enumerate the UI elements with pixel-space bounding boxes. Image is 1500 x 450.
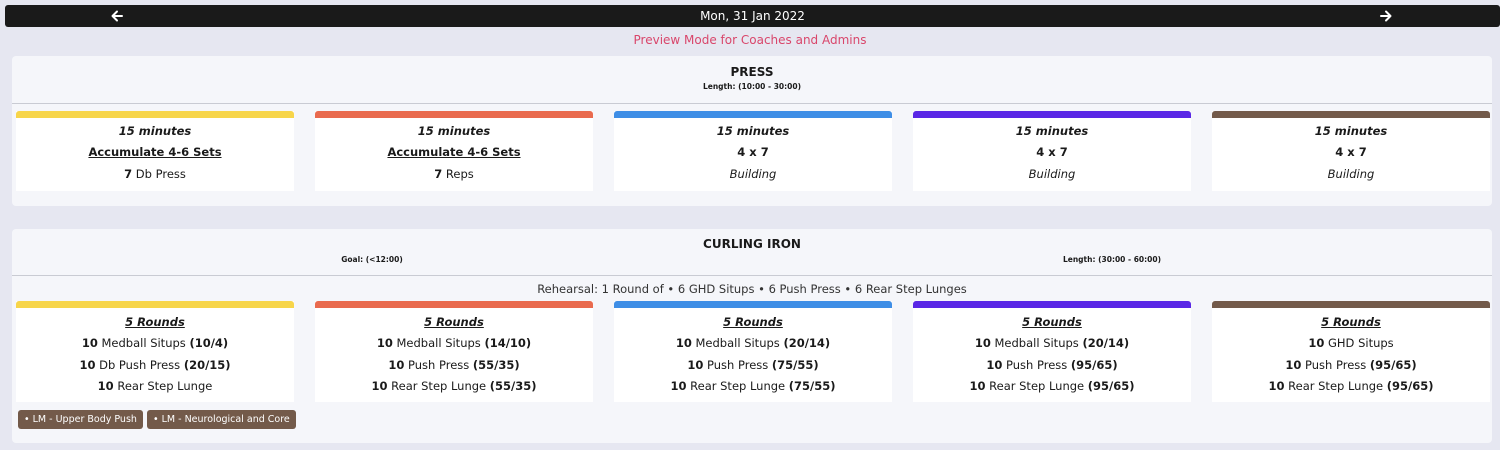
track-color-stripe	[913, 301, 1191, 308]
workout-goal: Goal: (<12:00)	[341, 255, 403, 264]
movement-tag-neurological-core[interactable]: • LM - Neurological and Core	[147, 410, 296, 429]
card-movement: 10 Medball Situps (10/4)	[81, 336, 229, 350]
date-nav-bar: Mon, 31 Jan 2022	[5, 5, 1500, 27]
track-card-3: 5 Rounds 10 Medball Situps (20/14) 10 Pu…	[614, 301, 892, 402]
card-note: Building	[729, 167, 777, 181]
card-duration: 15 minutes	[716, 124, 790, 138]
preview-mode-notice: Preview Mode for Coaches and Admins	[633, 33, 867, 47]
card-rounds: 5 Rounds	[1022, 315, 1082, 329]
card-duration: 15 minutes	[1015, 124, 1089, 138]
card-movement: 10 Rear Step Lunge (75/55)	[670, 379, 836, 393]
card-rounds: 5 Rounds	[1321, 315, 1381, 329]
workout-length: Length: (30:00 - 60:00)	[1062, 255, 1162, 264]
card-duration: 15 minutes	[1314, 124, 1388, 138]
card-movement: 7 Reps	[434, 167, 474, 181]
track-card-4: 15 minutes 4 x 7 Building	[913, 111, 1191, 191]
next-day-button[interactable]	[1374, 5, 1398, 27]
workout-panel-curling-iron: CURLING IRON Goal: (<12:00) Length: (30:…	[12, 229, 1492, 443]
workout-length: Length: (10:00 - 30:00)	[702, 82, 802, 91]
card-movement: 10 Rear Step Lunge (95/65)	[969, 379, 1135, 393]
workout-title: CURLING IRON	[703, 237, 801, 251]
card-duration: 15 minutes	[118, 124, 192, 138]
track-card-5: 15 minutes 4 x 7 Building	[1212, 111, 1490, 191]
card-movement: 10 Push Press (95/65)	[1285, 358, 1417, 372]
track-color-stripe	[614, 301, 892, 308]
current-date[interactable]: Mon, 31 Jan 2022	[700, 9, 805, 23]
workout-panel-press: PRESS Length: (10:00 - 30:00) 15 minutes…	[12, 56, 1492, 206]
card-scheme: Accumulate 4-6 Sets	[88, 145, 222, 159]
card-movement: 7 Db Press	[124, 167, 186, 181]
card-rounds: 5 Rounds	[723, 315, 783, 329]
card-rounds: 5 Rounds	[424, 315, 484, 329]
card-scheme: Accumulate 4-6 Sets	[387, 145, 521, 159]
card-movement: 10 Medball Situps (20/14)	[974, 336, 1130, 350]
card-scheme: 4 x 7	[1335, 145, 1367, 159]
arrow-left-icon	[111, 10, 123, 22]
workout-title: PRESS	[730, 65, 774, 79]
prev-day-button[interactable]	[105, 5, 129, 27]
track-card-5: 5 Rounds 10 GHD Situps 10 Push Press (95…	[1212, 301, 1490, 402]
card-movement: 10 Push Press (95/65)	[986, 358, 1118, 372]
card-movement: 10 Rear Step Lunge	[97, 379, 213, 393]
divider	[12, 103, 1492, 104]
card-rounds: 5 Rounds	[125, 315, 185, 329]
card-movement: 10 Db Push Press (20/15)	[79, 358, 231, 372]
track-card-1: 15 minutes Accumulate 4-6 Sets 7 Db Pres…	[16, 111, 294, 191]
card-note: Building	[1028, 167, 1076, 181]
card-movement: 10 GHD Situps	[1308, 336, 1394, 350]
track-color-stripe	[16, 301, 294, 308]
track-card-4: 5 Rounds 10 Medball Situps (20/14) 10 Pu…	[913, 301, 1191, 402]
track-color-stripe	[16, 111, 294, 118]
card-movement: 10 Medball Situps (14/10)	[376, 336, 532, 350]
divider	[12, 275, 1492, 276]
movement-tag-upper-body-push[interactable]: • LM - Upper Body Push	[18, 410, 143, 429]
card-note: Building	[1327, 167, 1375, 181]
track-card-2: 15 minutes Accumulate 4-6 Sets 7 Reps	[315, 111, 593, 191]
track-color-stripe	[614, 111, 892, 118]
track-color-stripe	[315, 111, 593, 118]
card-movement: 10 Rear Step Lunge (55/35)	[371, 379, 537, 393]
track-card-2: 5 Rounds 10 Medball Situps (14/10) 10 Pu…	[315, 301, 593, 402]
track-card-3: 15 minutes 4 x 7 Building	[614, 111, 892, 191]
rehearsal-text: Rehearsal: 1 Round of • 6 GHD Situps • 6…	[537, 282, 967, 296]
track-color-stripe	[315, 301, 593, 308]
card-duration: 15 minutes	[417, 124, 491, 138]
track-color-stripe	[913, 111, 1191, 118]
track-card-1: 5 Rounds 10 Medball Situps (10/4) 10 Db …	[16, 301, 294, 402]
arrow-right-icon	[1380, 10, 1392, 22]
card-scheme: 4 x 7	[1036, 145, 1068, 159]
card-movement: 10 Medball Situps (20/14)	[675, 336, 831, 350]
card-movement: 10 Push Press (55/35)	[388, 358, 520, 372]
card-scheme: 4 x 7	[737, 145, 769, 159]
track-color-stripe	[1212, 111, 1490, 118]
card-movement: 10 Push Press (75/55)	[687, 358, 819, 372]
card-movement: 10 Rear Step Lunge (95/65)	[1268, 379, 1434, 393]
track-color-stripe	[1212, 301, 1490, 308]
